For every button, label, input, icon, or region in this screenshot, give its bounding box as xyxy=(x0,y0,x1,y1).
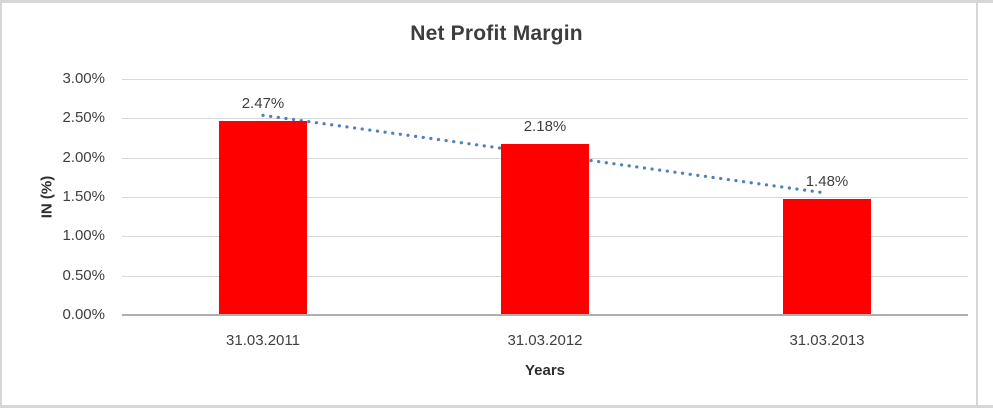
x-tick-label: 31.03.2011 xyxy=(226,332,300,349)
x-axis-title: Years xyxy=(524,362,566,379)
y-tick-label: 2.00% xyxy=(62,148,105,166)
bar xyxy=(219,120,307,315)
chart-title: Net Profit Margin xyxy=(410,22,583,45)
gridline xyxy=(122,118,968,120)
bar xyxy=(501,143,589,315)
x-tick-label: 31.03.2013 xyxy=(789,332,865,349)
y-tick-label: 2.50% xyxy=(62,109,105,127)
plot-area: 2.47% 2.18% 1.48% xyxy=(122,79,968,316)
y-tick-label: 0.00% xyxy=(62,306,105,323)
y-tick-label: 0.50% xyxy=(62,266,105,284)
bar xyxy=(783,198,871,315)
y-tick-label: 1.00% xyxy=(62,227,105,245)
x-tick-label: 31.03.2012 xyxy=(507,332,583,349)
bar-data-label: 2.47% xyxy=(241,94,285,112)
chart-frame-right-edge xyxy=(976,0,978,408)
bar-data-label: 2.18% xyxy=(523,117,567,135)
y-tick-label: 1.50% xyxy=(62,188,105,205)
bar-data-label: 1.48% xyxy=(805,172,849,190)
x-axis-line xyxy=(122,314,968,316)
y-tick-label: 3.00% xyxy=(62,70,105,87)
gridline xyxy=(122,79,968,80)
